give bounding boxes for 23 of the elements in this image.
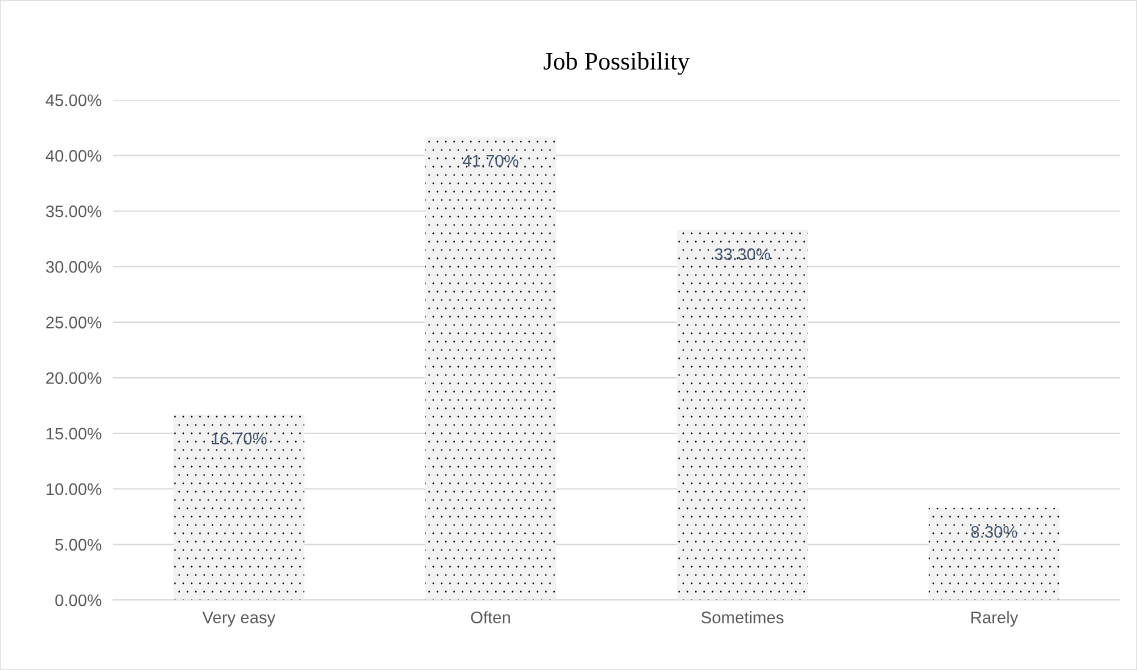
- x-tick-label: Rarely: [971, 611, 1019, 627]
- x-tick-label: Sometimes: [701, 611, 784, 624]
- data-label: 41.70%: [462, 154, 519, 167]
- y-tick-label: 5.00%: [55, 538, 102, 551]
- y-tick-label: 30.00%: [46, 261, 102, 273]
- bar: [173, 414, 305, 600]
- data-label: 33.30%: [714, 248, 771, 261]
- y-tick-label: 35.00%: [46, 205, 102, 218]
- bar: [928, 507, 1060, 600]
- chart-title: Job Possibility: [543, 52, 690, 75]
- y-tick-label: 0.00%: [55, 594, 102, 607]
- y-tick-label: 20.00%: [46, 372, 102, 384]
- bar: [425, 136, 557, 600]
- y-tick-label: 45.00%: [45, 94, 102, 107]
- x-tick-label: Often: [471, 611, 510, 624]
- y-tick-label: 25.00%: [46, 316, 102, 329]
- y-tick-label: 10.00%: [46, 483, 102, 496]
- y-tick-label: 40.00%: [45, 149, 102, 162]
- y-tick-label: 15.00%: [46, 427, 102, 440]
- data-label: 16.70%: [211, 432, 267, 445]
- bar: [676, 230, 808, 600]
- data-label: 8.30%: [971, 526, 1018, 538]
- x-tick-label: Very easy: [202, 611, 276, 627]
